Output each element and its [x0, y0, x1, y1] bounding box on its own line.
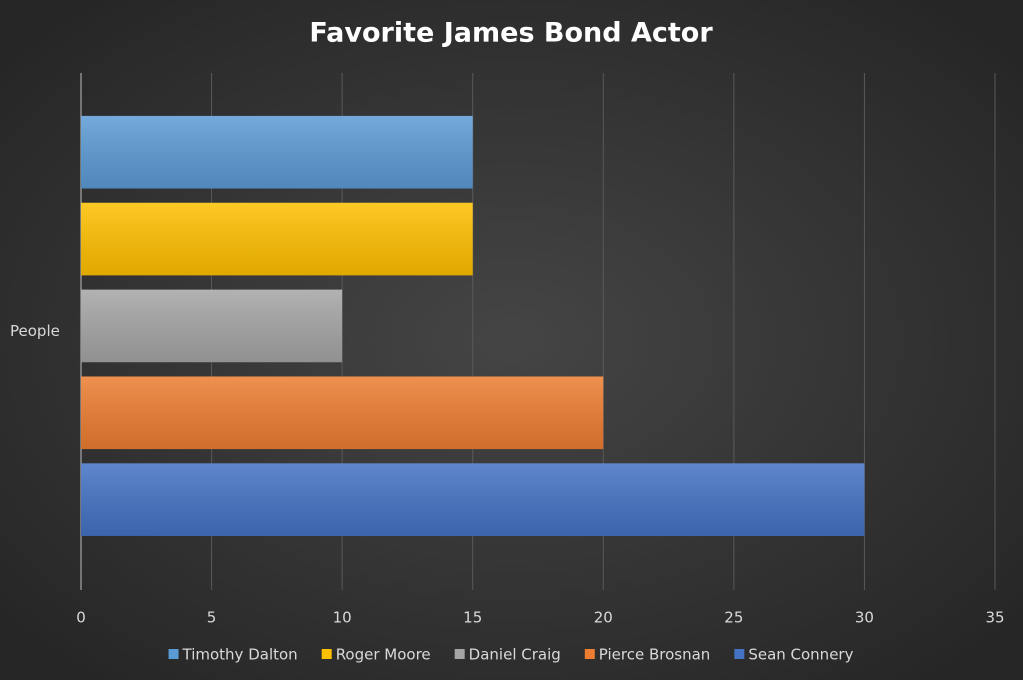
chart-title: Favorite James Bond Actor — [309, 18, 713, 49]
bar — [81, 463, 865, 536]
legend-label: Roger Moore — [336, 646, 431, 664]
x-tick-label: 35 — [985, 609, 1004, 627]
legend-label: Sean Connery — [748, 646, 853, 664]
x-tick-label: 5 — [207, 609, 217, 627]
y-tick-label: People — [10, 322, 60, 340]
legend-swatch — [584, 649, 595, 659]
x-tick-label: 20 — [594, 609, 613, 627]
legend-label: Daniel Craig — [469, 646, 561, 664]
legend-swatch — [454, 649, 465, 659]
x-tick-label: 25 — [724, 609, 743, 627]
bar — [81, 115, 473, 189]
bar — [81, 202, 473, 276]
legend-label: Pierce Brosnan — [599, 646, 711, 664]
x-tick-label: 10 — [333, 609, 352, 627]
legend-swatch — [168, 649, 179, 659]
legend-label: Timothy Dalton — [182, 646, 298, 664]
bar — [81, 376, 604, 450]
legend-swatch — [734, 649, 745, 659]
legend-swatch — [321, 649, 332, 659]
bar — [81, 289, 343, 363]
x-tick-label: 15 — [463, 609, 482, 627]
x-tick-label: 30 — [855, 609, 874, 627]
x-tick-label: 0 — [76, 609, 86, 627]
